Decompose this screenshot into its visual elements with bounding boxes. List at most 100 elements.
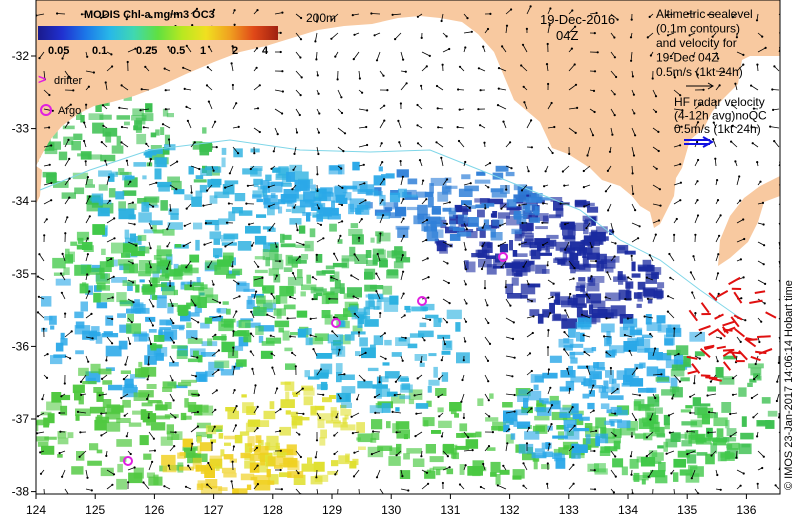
velocity-arrow-head: [530, 369, 533, 373]
chlorophyll-patch: [586, 282, 600, 292]
chlorophyll-patch: [58, 151, 68, 161]
chlorophyll-patch: [321, 293, 330, 305]
velocity-arrow-head: [376, 252, 379, 256]
velocity-arrow-head: [679, 144, 682, 147]
velocity-arrow-head: [394, 380, 397, 383]
chlorophyll-patch: [290, 411, 298, 417]
velocity-arrow-head: [235, 310, 238, 313]
velocity-arrow-head: [750, 396, 754, 400]
velocity-arrow-head: [460, 400, 463, 403]
chlorophyll-patch: [123, 244, 129, 249]
velocity-arrow-head: [194, 304, 197, 307]
velocity-arrow-head: [718, 234, 721, 237]
chlorophyll-patch: [180, 282, 185, 290]
velocity-arrow-head: [645, 455, 648, 458]
velocity-arrow-head: [125, 435, 128, 438]
chlorophyll-patch: [295, 244, 311, 248]
chlorophyll-patch: [681, 421, 698, 426]
chlorophyll-patch: [125, 237, 136, 246]
velocity-arrow-head: [487, 399, 490, 402]
velocity-arrow-head: [548, 443, 551, 446]
chlorophyll-patch: [240, 473, 255, 481]
chlorophyll-patch: [41, 445, 55, 455]
velocity-arrow-head: [231, 83, 234, 87]
chlorophyll-patch: [236, 282, 250, 292]
velocity-arrow: [458, 140, 465, 148]
velocity-arrow-head: [712, 121, 715, 124]
chlorophyll-patch: [519, 222, 528, 232]
velocity-arrow-head: [776, 380, 779, 383]
chlorophyll-patch: [122, 280, 137, 286]
chlorophyll-patch: [78, 367, 89, 376]
chlorophyll-patch: [377, 249, 386, 260]
chlorophyll-patch: [315, 254, 323, 263]
chlorophyll-patch: [138, 361, 143, 368]
velocity-arrow-head: [446, 178, 449, 181]
chlorophyll-patch: [173, 263, 179, 271]
velocity-arrow-head: [509, 141, 512, 144]
velocity-arrow-head: [48, 93, 51, 97]
velocity-arrow: [392, 13, 402, 16]
velocity-arrow-head: [750, 126, 753, 129]
velocity-arrow: [148, 355, 150, 365]
velocity-arrow-head: [418, 159, 422, 162]
chlorophyll-patch: [323, 291, 335, 296]
velocity-arrow: [667, 13, 675, 16]
chlorophyll-patch: [371, 432, 380, 440]
chlorophyll-patch: [555, 241, 569, 251]
velocity-arrow-head: [60, 395, 63, 398]
chlorophyll-patch: [594, 367, 606, 371]
chlorophyll-patch: [44, 148, 58, 155]
velocity-arrow: [316, 469, 318, 478]
colorbar-tick-labels: 0.05 0.1 0.25 0.5 1 2 4: [48, 45, 269, 57]
velocity-arrow-head: [635, 367, 639, 370]
velocity-arrow: [778, 222, 780, 227]
chlorophyll-patch: [655, 475, 668, 484]
chlorophyll-patch: [636, 303, 642, 308]
chlorophyll-patch: [376, 258, 388, 262]
chlorophyll-patch: [653, 290, 664, 299]
chlorophyll-patch: [589, 379, 597, 385]
velocity-arrow-head: [445, 222, 448, 225]
velocity-arrow-head: [486, 304, 489, 307]
chlorophyll-patch: [756, 375, 762, 381]
chlorophyll-patch: [371, 419, 383, 430]
velocity-arrow-head: [233, 23, 236, 26]
chlorophyll-patch: [673, 458, 686, 468]
velocity-arrow-head: [572, 463, 575, 466]
velocity-arrow: [64, 331, 72, 338]
chlorophyll-patch: [246, 406, 256, 415]
chlorophyll-patch: [162, 381, 177, 389]
chlorophyll-patch: [159, 319, 173, 326]
hf-radar-arrow: [733, 291, 743, 304]
velocity-arrow-head: [714, 100, 717, 103]
velocity-arrow-head: [547, 329, 550, 332]
velocity-arrow-head: [464, 248, 467, 251]
velocity-arrow: [644, 316, 654, 319]
hf-radar-arrow: [703, 344, 715, 349]
velocity-arrow-head: [742, 472, 745, 475]
velocity-arrow-head: [469, 182, 472, 185]
velocity-arrow-head: [142, 126, 145, 129]
chlorophyll-patch: [683, 355, 691, 367]
velocity-arrow-head: [477, 108, 480, 111]
velocity-arrow-head: [763, 244, 766, 247]
chlorophyll-patch: [310, 476, 323, 485]
chlorophyll-patch: [250, 476, 258, 481]
velocity-arrow-head: [590, 245, 593, 249]
chlorophyll-patch: [513, 419, 518, 427]
velocity-arrow: [730, 412, 738, 415]
velocity-arrow-head: [79, 431, 82, 434]
velocity-arrow-head: [237, 125, 240, 128]
velocity-arrow: [204, 241, 213, 245]
velocity-arrow-head: [172, 360, 175, 363]
velocity-arrow-head: [719, 337, 723, 340]
velocity-arrow: [421, 51, 430, 57]
velocity-arrow-head: [299, 94, 302, 97]
velocity-arrow-head: [364, 351, 367, 354]
velocity-arrow: [630, 51, 633, 61]
velocity-arrow: [253, 260, 259, 268]
velocity-arrow-head: [738, 175, 741, 178]
chlorophyll-patch: [542, 451, 553, 458]
velocity-arrow: [232, 405, 237, 414]
